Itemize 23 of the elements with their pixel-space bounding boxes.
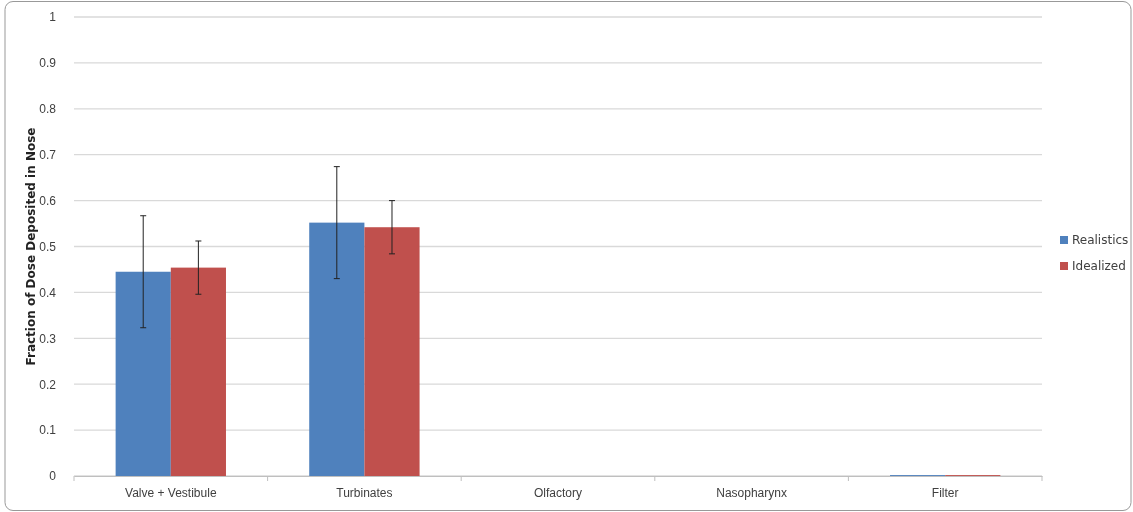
legend-label: Realistics bbox=[1072, 233, 1129, 247]
x-tick-label: Turbinates bbox=[336, 485, 393, 500]
bar bbox=[115, 271, 171, 476]
y-tick-label: 0.9 bbox=[39, 56, 57, 71]
y-tick-label: 0.8 bbox=[39, 102, 57, 117]
bar bbox=[170, 267, 226, 476]
bar bbox=[309, 222, 365, 476]
y-tick-label: 0.5 bbox=[39, 239, 57, 254]
y-tick-label: 0.1 bbox=[39, 423, 57, 438]
x-tick-label: Nasopharynx bbox=[716, 485, 787, 500]
y-tick-label: 0 bbox=[49, 469, 57, 484]
x-tick-label: Valve + Vestibule bbox=[125, 485, 217, 500]
x-tick-label: Olfactory bbox=[533, 485, 583, 500]
legend-label: Idealized bbox=[1072, 259, 1126, 273]
bar bbox=[364, 227, 420, 476]
y-tick-label: 0.7 bbox=[39, 148, 57, 163]
y-tick-label: 0.2 bbox=[39, 377, 57, 392]
y-tick-label: 0.4 bbox=[39, 285, 57, 300]
y-tick-label: 0.3 bbox=[39, 331, 57, 346]
y-tick-label: 1 bbox=[49, 10, 57, 25]
x-tick-label: Filter bbox=[931, 485, 959, 500]
y-tick-label: 0.6 bbox=[39, 193, 57, 208]
y-axis-title: Fraction of Dose Deposited in Nose bbox=[24, 127, 38, 366]
